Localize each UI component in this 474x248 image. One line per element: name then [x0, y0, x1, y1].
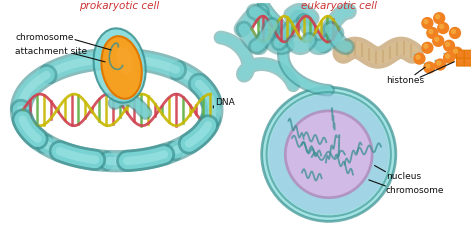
Circle shape [434, 13, 445, 24]
Ellipse shape [285, 111, 372, 198]
Circle shape [440, 25, 444, 29]
FancyBboxPatch shape [456, 58, 465, 66]
Circle shape [435, 59, 446, 70]
Circle shape [416, 55, 420, 59]
Circle shape [452, 30, 456, 33]
Circle shape [452, 47, 462, 58]
Circle shape [427, 28, 438, 38]
Ellipse shape [101, 36, 142, 99]
Circle shape [422, 18, 433, 29]
Text: histones: histones [386, 76, 424, 85]
Circle shape [437, 61, 441, 65]
Text: attachment site: attachment site [15, 47, 87, 56]
Circle shape [435, 37, 439, 41]
FancyBboxPatch shape [456, 50, 465, 58]
Circle shape [426, 64, 430, 68]
Circle shape [424, 20, 428, 24]
Text: prokaryotic cell: prokaryotic cell [80, 1, 160, 11]
Text: nucleus: nucleus [386, 172, 421, 182]
Circle shape [414, 53, 425, 64]
Ellipse shape [93, 28, 146, 103]
Circle shape [444, 40, 455, 51]
Text: chromosome: chromosome [386, 186, 445, 195]
Circle shape [444, 52, 455, 63]
Ellipse shape [116, 47, 133, 74]
Circle shape [446, 42, 449, 46]
Ellipse shape [269, 94, 389, 215]
Circle shape [446, 54, 449, 58]
Text: chromosome: chromosome [15, 33, 73, 42]
FancyBboxPatch shape [465, 58, 472, 66]
FancyBboxPatch shape [465, 50, 472, 58]
Circle shape [438, 23, 448, 33]
Circle shape [429, 30, 433, 33]
Text: eukaryotic cell: eukaryotic cell [301, 1, 377, 11]
Circle shape [422, 42, 433, 53]
Circle shape [454, 49, 457, 53]
Circle shape [424, 62, 435, 73]
Circle shape [433, 35, 444, 46]
Circle shape [449, 28, 460, 38]
Circle shape [424, 44, 428, 48]
Circle shape [436, 15, 440, 19]
Text: DNA: DNA [215, 97, 235, 107]
Ellipse shape [262, 87, 396, 221]
